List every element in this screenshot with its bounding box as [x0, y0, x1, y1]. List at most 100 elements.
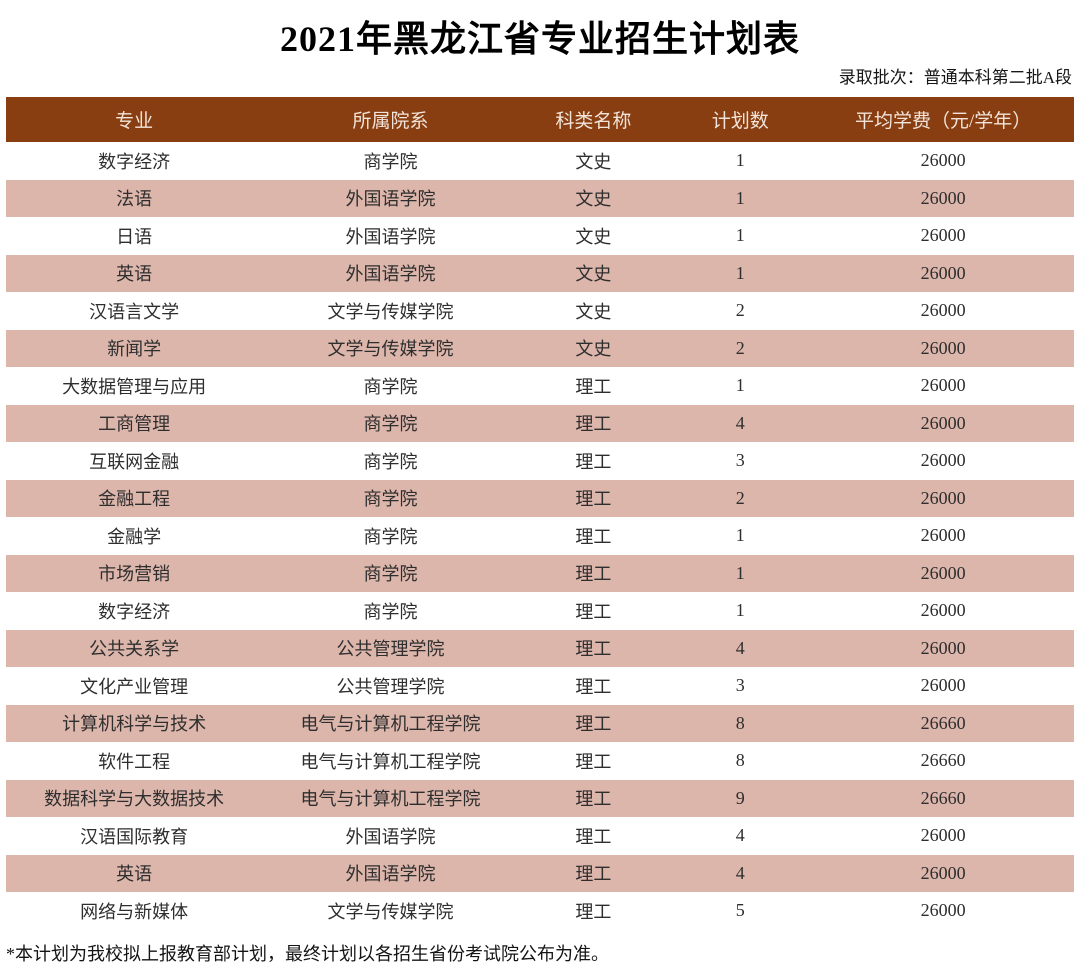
table-cell: 1	[735, 187, 745, 208]
table-cell: 4	[735, 412, 745, 433]
table-cell: 文史	[575, 301, 612, 322]
table-cell: 商学院	[363, 414, 418, 435]
table-row: 数字经济 商学院 理工 1 26000	[6, 592, 1074, 630]
table-row: 英语 外国语学院 理工 4 26000	[6, 854, 1074, 892]
table-cell: 金融学	[107, 526, 162, 547]
table-cell: 26000	[920, 525, 966, 546]
table-cell: 文史	[575, 339, 612, 360]
table-cell: 4	[735, 825, 745, 846]
table-cell: 26000	[920, 225, 966, 246]
table-cell: 26000	[920, 900, 966, 921]
table-cell: 26660	[920, 712, 966, 733]
table-cell: 理工	[575, 901, 612, 922]
table-cell: 理工	[575, 714, 612, 735]
table-cell: 理工	[575, 826, 612, 847]
table-cell: 软件工程	[98, 751, 171, 772]
table-cell: 文学与传媒学院	[327, 301, 454, 322]
table-cell: 26000	[920, 487, 966, 508]
table-row: 金融工程 商学院 理工 2 26000	[6, 479, 1074, 517]
table-cell: 外国语学院	[345, 189, 436, 210]
table-cell: 文史	[575, 151, 612, 172]
table-cell: 26000	[920, 862, 966, 883]
table-cell: 26000	[920, 337, 966, 358]
table-cell: 26000	[920, 187, 966, 208]
table-cell: 理工	[575, 376, 612, 397]
table-cell: 理工	[575, 451, 612, 472]
column-header: 专业	[115, 111, 154, 132]
table-cell: 电气与计算机工程学院	[300, 789, 481, 810]
table-row: 数字经济 商学院 文史 1 26000	[6, 142, 1074, 180]
table-cell: 商学院	[363, 376, 418, 397]
column-header: 平均学费（元/学年）	[855, 111, 1032, 132]
table-cell: 理工	[575, 601, 612, 622]
table-cell: 公共管理学院	[336, 676, 445, 697]
table-row: 数据科学与大数据技术 电气与计算机工程学院 理工 9 26660	[6, 779, 1074, 817]
table-cell: 商学院	[363, 564, 418, 585]
table-cell: 文史	[575, 226, 612, 247]
table-row: 日语 外国语学院 文史 1 26000	[6, 217, 1074, 255]
table-cell: 大数据管理与应用	[62, 376, 207, 397]
table-body: 数字经济 商学院 文史 1 26000 法语 外国语学院 文史 1 26000 日语 外国语学院 文史 1…	[6, 142, 1074, 930]
column-header: 科类名称	[555, 111, 632, 132]
table-cell: 公共管理学院	[336, 639, 445, 660]
table-cell: 外国语学院	[345, 264, 436, 285]
table-cell: 商学院	[363, 489, 418, 510]
table-cell: 理工	[575, 639, 612, 660]
table-row: 互联网金融 商学院 理工 3 26000	[6, 442, 1074, 480]
table-cell: 4	[735, 862, 745, 883]
table-cell: 英语	[116, 864, 153, 885]
table-cell: 1	[735, 375, 745, 396]
table-row: 市场营销 商学院 理工 1 26000	[6, 554, 1074, 592]
table-cell: 理工	[575, 564, 612, 585]
enrollment-plan-table: 专业 所属院系 科类名称 计划数 平均学费（元/学年） 数字经济 商学院 文史 1 26000 法…	[6, 97, 1074, 930]
table-cell: 文学与传媒学院	[327, 901, 454, 922]
table-cell: 互联网金融	[89, 451, 180, 472]
table-cell: 1	[735, 262, 745, 283]
table-row: 工商管理 商学院 理工 4 26000	[6, 404, 1074, 442]
table-cell: 外国语学院	[345, 864, 436, 885]
page-title: 2021年黑龙江省专业招生计划表	[279, 19, 800, 59]
table-cell: 26660	[920, 750, 966, 771]
table-cell: 8	[735, 712, 745, 733]
table-row: 大数据管理与应用 商学院 理工 1 26000	[6, 367, 1074, 405]
table-row: 文化产业管理 公共管理学院 理工 3 26000	[6, 667, 1074, 705]
table-cell: 26000	[920, 450, 966, 471]
table-cell: 26000	[920, 600, 966, 621]
table-row: 英语 外国语学院 文史 1 26000	[6, 254, 1074, 292]
table-cell: 商学院	[363, 526, 418, 547]
table-cell: 理工	[575, 489, 612, 510]
table-cell: 9	[735, 787, 745, 808]
table-cell: 商学院	[363, 451, 418, 472]
table-cell: 英语	[116, 264, 153, 285]
table-cell: 数据科学与大数据技术	[44, 789, 225, 810]
table-cell: 理工	[575, 789, 612, 810]
table-cell: 4	[735, 637, 745, 658]
table-cell: 1	[735, 562, 745, 583]
table-cell: 文化产业管理	[80, 676, 189, 697]
table-cell: 2	[735, 487, 745, 508]
table-cell: 26000	[920, 675, 966, 696]
table-cell: 新闻学	[107, 339, 162, 360]
table-cell: 理工	[575, 751, 612, 772]
column-header: 所属院系	[352, 111, 429, 132]
table-cell: 理工	[575, 676, 612, 697]
table-cell: 1	[735, 150, 745, 171]
table-cell: 26000	[920, 412, 966, 433]
table-row: 软件工程 电气与计算机工程学院 理工 8 26660	[6, 742, 1074, 780]
table-cell: 网络与新媒体	[80, 901, 189, 922]
table-row: 计算机科学与技术 电气与计算机工程学院 理工 8 26660	[6, 704, 1074, 742]
table-cell: 26000	[920, 375, 966, 396]
table-cell: 电气与计算机工程学院	[300, 714, 481, 735]
table-cell: 汉语国际教育	[80, 826, 189, 847]
table-footnote: *本计划为我校拟上报教育部计划，最终计划以各招生省份考试院公布为准。	[6, 943, 609, 964]
table-cell: 理工	[575, 526, 612, 547]
table-cell: 1	[735, 600, 745, 621]
table-cell: 26000	[920, 262, 966, 283]
table-cell: 2	[735, 337, 745, 358]
table-cell: 26000	[920, 637, 966, 658]
table-row: 网络与新媒体 文学与传媒学院 理工 5 26000	[6, 892, 1074, 930]
table-cell: 1	[735, 525, 745, 546]
table-cell: 1	[735, 225, 745, 246]
table-row: 汉语言文学 文学与传媒学院 文史 2 26000	[6, 292, 1074, 330]
column-header: 计划数	[711, 111, 769, 132]
